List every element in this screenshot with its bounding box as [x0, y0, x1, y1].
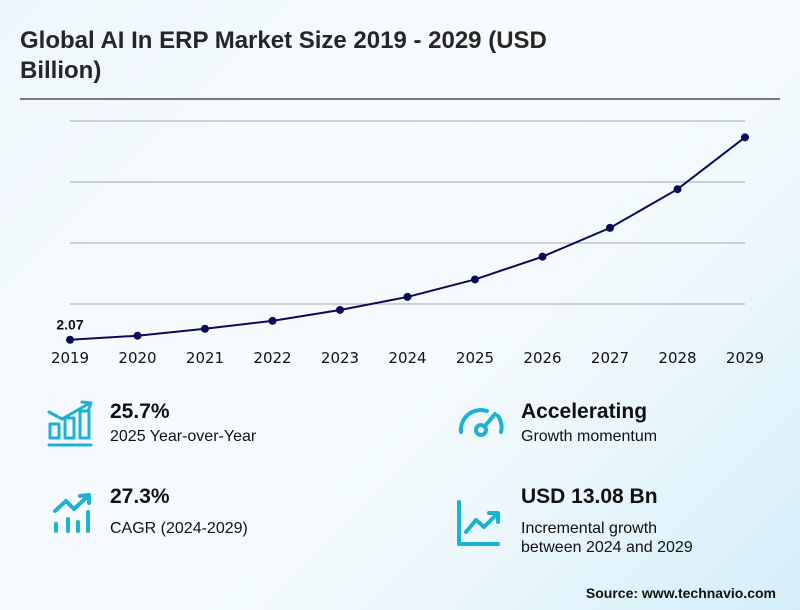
x-tick-label: 2027 [591, 349, 629, 367]
stat-cagr-value: 27.3% [110, 485, 170, 508]
chart-title-line-1: Global AI In ERP Market Size 2019 - 2029… [20, 27, 547, 54]
chart-title: Global AI In ERP Market Size 2019 - 2029… [20, 26, 720, 86]
data-point [403, 292, 412, 301]
data-point [336, 305, 344, 314]
x-tick-label: 2024 [388, 349, 426, 367]
bar-chart-growth-icon [47, 400, 93, 447]
data-label: 2.07 [56, 317, 83, 333]
x-tick-label: 2021 [186, 349, 224, 367]
data-point [606, 223, 614, 232]
trend-up-bars-icon [53, 493, 91, 533]
data-point [471, 275, 479, 284]
stat-yoy-label: 2025 Year-over-Year [110, 428, 257, 445]
data-points [66, 133, 749, 344]
chart-title-line-2: Billion) [20, 57, 102, 84]
data-point [673, 185, 682, 194]
stat-momentum-label: Growth momentum [521, 428, 658, 445]
title-divider [20, 98, 780, 100]
x-tick-label: 2025 [456, 349, 494, 367]
x-tick-label: 2026 [523, 349, 561, 367]
x-tick-label: 2020 [118, 349, 156, 367]
stat-yoy-value: 25.7% [110, 400, 170, 423]
x-tick-label: 2022 [253, 349, 291, 367]
data-point [133, 331, 142, 340]
x-tick-label: 2023 [321, 349, 359, 367]
data-labels: 2.07 [56, 317, 83, 333]
line-chart-up-icon [457, 500, 500, 546]
x-axis-tick-labels: 2019 2020 2021 2022 2023 2024 2025 2026 2027 2028… [51, 349, 764, 367]
stat-yoy: 25.7% 2025 Year-over-Year [110, 399, 256, 446]
stat-incremental-value: USD 13.08 Bn [521, 485, 658, 508]
data-point [538, 252, 547, 261]
stat-cagr-label: CAGR (2024-2029) [110, 520, 248, 537]
gridlines [70, 120, 745, 305]
series-line [69, 136, 746, 341]
stat-incremental-label-2: between 2024 and 2029 [521, 539, 693, 556]
speedometer-icon [458, 408, 504, 437]
data-point [66, 335, 74, 344]
stat-cagr: 27.3% CAGR (2024-2029) [110, 484, 248, 538]
x-tick-label: 2028 [658, 349, 696, 367]
x-tick-label: 2029 [726, 349, 764, 367]
source-credit: Source: www.technavio.com [585, 585, 776, 601]
data-point [268, 316, 277, 325]
data-point [741, 133, 749, 142]
stat-incremental-label-1: Incremental growth [521, 520, 658, 537]
stat-momentum-value: Accelerating [521, 400, 648, 423]
stat-incremental: USD 13.08 Bn Incremental growth between … [521, 484, 693, 557]
stat-momentum: Accelerating Growth momentum [521, 399, 657, 446]
data-point [201, 324, 209, 333]
line-chart: 2019 2020 2021 2022 2023 2024 2025 2026 2027 2028… [51, 120, 764, 367]
x-tick-label: 2019 [51, 349, 89, 367]
